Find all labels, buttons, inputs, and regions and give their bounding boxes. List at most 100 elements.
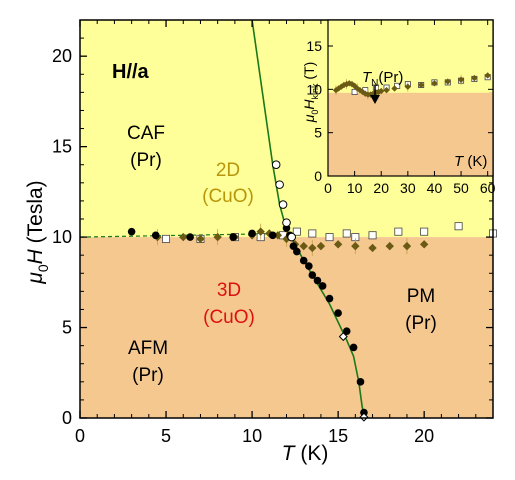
data-point-filled-diamond bbox=[308, 243, 317, 253]
data-point-filled-circle bbox=[360, 408, 368, 417]
x-tick-label: 10 bbox=[242, 426, 262, 446]
data-point-filled-circle bbox=[299, 256, 308, 265]
data-point-filled-circle bbox=[313, 276, 322, 285]
tn-arrow-head bbox=[370, 95, 380, 104]
data-point-filled-circle bbox=[318, 282, 327, 290]
inset-x-tick-label: 10 bbox=[347, 180, 363, 196]
inset-data-point-filled-diamond bbox=[356, 87, 364, 94]
data-point-filled-circle bbox=[248, 229, 256, 238]
inset-x-tick-label: 60 bbox=[480, 180, 496, 196]
inset-x-tick-label: 20 bbox=[373, 180, 389, 196]
x-tick-label: 0 bbox=[75, 426, 85, 446]
y-tick-label: 5 bbox=[62, 318, 72, 338]
inset-y-axis-title: μ0Hkink (T) bbox=[301, 62, 320, 124]
field-direction-label: H//a bbox=[112, 61, 150, 83]
inset-data-point-filled-diamond bbox=[457, 76, 465, 83]
inset-region-lower bbox=[328, 92, 493, 176]
data-point-filled-diamond bbox=[351, 241, 360, 251]
two-d-label: 2D bbox=[216, 160, 240, 181]
data-point-open-square bbox=[420, 227, 429, 236]
three-d-cuo-label: (CuO) bbox=[203, 307, 255, 328]
data-point-filled-diamond bbox=[368, 243, 377, 253]
inset-x-tick-label: 0 bbox=[324, 180, 332, 196]
data-point-filled-circle bbox=[229, 233, 237, 241]
inset-ticks: 0 10 20 30 40 50 60 0 5 10 15 bbox=[306, 20, 496, 196]
inset-data-point-filled-diamond bbox=[362, 90, 369, 97]
x-tick-label: 5 bbox=[161, 426, 171, 446]
inset-x-tick-label: 40 bbox=[427, 180, 443, 196]
inset-y-tick-label: 10 bbox=[306, 81, 322, 97]
inset-data-point-filled-diamond bbox=[375, 88, 382, 96]
inset-data-point-filled-diamond bbox=[383, 87, 390, 94]
data-point-open-square bbox=[342, 229, 351, 238]
data-point-filled-circle bbox=[127, 227, 136, 236]
data-point-filled-diamond bbox=[256, 227, 265, 236]
inset-data-point-filled-diamond bbox=[391, 85, 398, 92]
inset-data-point-filled-diamond bbox=[417, 81, 425, 89]
afm-label: AFM bbox=[128, 338, 168, 359]
pm-pr-label: (Pr) bbox=[405, 313, 437, 334]
inset-y-tick-label: 15 bbox=[306, 38, 322, 54]
data-point-filled-circle bbox=[325, 294, 334, 303]
x-tick-label: 20 bbox=[414, 426, 434, 446]
inset-data-point-filled-diamond bbox=[348, 80, 356, 88]
data-point-open-diamond bbox=[359, 412, 369, 422]
inset-data-point-filled-diamond bbox=[378, 87, 385, 95]
caf-pr-label: (Pr) bbox=[130, 150, 162, 171]
main-plot-frame bbox=[79, 19, 494, 419]
caf-label: CAF bbox=[127, 123, 165, 144]
data-point-filled-diamond bbox=[299, 241, 308, 251]
data-point-filled-diamond bbox=[179, 232, 188, 242]
data-point-open-circle bbox=[271, 160, 281, 170]
data-point-filled-diamond bbox=[333, 240, 343, 249]
afm-pr-label: (Pr) bbox=[132, 365, 164, 386]
data-point-filled-circle bbox=[308, 271, 317, 279]
tn-pr-annotation: TN(Pr) bbox=[362, 69, 403, 89]
inset-plot: 0 10 20 30 40 50 60 0 5 10 15 TN(Pr) T (K) μ0Hkink… bbox=[301, 19, 496, 196]
two-d-cuo-label: (CuO) bbox=[202, 186, 254, 207]
data-point-open-square bbox=[454, 222, 463, 231]
data-point-open-square bbox=[368, 231, 377, 240]
inset-marks bbox=[332, 72, 491, 100]
y-tick-label: 20 bbox=[52, 46, 72, 66]
data-point-filled-circle bbox=[268, 231, 277, 240]
main-y-axis-title: μ0H (Tesla) bbox=[24, 180, 51, 284]
inset-plot-frame bbox=[327, 19, 494, 177]
data-point-open-circle bbox=[282, 218, 291, 227]
data-point-open-circle bbox=[275, 180, 284, 189]
inset-x-axis-title: T (K) bbox=[454, 153, 487, 170]
data-point-open-circle bbox=[278, 200, 288, 209]
data-point-open-square bbox=[292, 227, 301, 236]
data-point-filled-circle bbox=[305, 262, 313, 270]
data-point-filled-circle bbox=[334, 309, 342, 317]
inset-data-point-filled-diamond bbox=[431, 80, 438, 87]
data-point-open-square bbox=[325, 233, 334, 242]
data-point-open-circle bbox=[287, 232, 296, 242]
inset-x-tick-label: 50 bbox=[453, 180, 469, 196]
pm-label: PM bbox=[407, 286, 436, 307]
data-point-filled-diamond bbox=[385, 241, 394, 251]
data-point-filled-diamond bbox=[213, 232, 222, 242]
data-point-filled-circle bbox=[151, 231, 160, 240]
inset-data-point-filled-diamond bbox=[404, 83, 412, 90]
data-point-open-square bbox=[162, 234, 171, 243]
inset-region-upper bbox=[328, 20, 493, 93]
data-point-open-square bbox=[394, 227, 403, 236]
data-point-filled-diamond bbox=[316, 241, 326, 251]
inset-y-tick-label: 0 bbox=[314, 168, 322, 184]
data-point-filled-diamond bbox=[402, 241, 412, 251]
y-tick-label: 0 bbox=[62, 408, 72, 428]
data-point-filled-circle bbox=[356, 378, 365, 386]
three-d-label: 3D bbox=[217, 280, 241, 301]
y-tick-label: 15 bbox=[52, 137, 72, 157]
data-point-filled-diamond bbox=[196, 234, 205, 244]
inset-data-point-filled-diamond bbox=[471, 74, 478, 82]
x-tick-label: 15 bbox=[328, 426, 348, 446]
data-point-filled-circle bbox=[293, 247, 301, 256]
main-x-axis-title: T (K) bbox=[282, 442, 329, 465]
y-tick-label: 10 bbox=[52, 227, 72, 247]
data-point-filled-circle bbox=[342, 327, 351, 335]
main-region-lower bbox=[80, 237, 493, 418]
inset-y-tick-label: 5 bbox=[314, 125, 322, 141]
